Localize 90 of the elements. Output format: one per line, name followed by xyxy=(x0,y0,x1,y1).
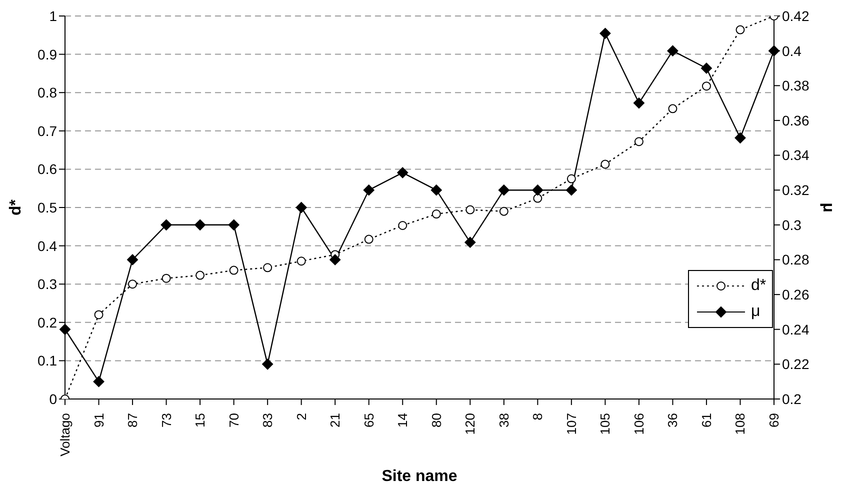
x-tick-label: Voltago xyxy=(58,413,72,456)
point xyxy=(702,82,711,91)
point xyxy=(364,234,374,244)
point xyxy=(262,358,274,370)
y-tick-label: 0.5 xyxy=(38,199,58,216)
y2-tick-label: 0.26 xyxy=(782,286,810,303)
point xyxy=(162,274,171,283)
point xyxy=(229,266,238,275)
y-tick-label: 0.8 xyxy=(38,84,58,101)
y-tick-label: 0.2 xyxy=(38,314,58,330)
x-tick-label: 2 xyxy=(294,413,309,420)
legend-label: μ xyxy=(751,303,760,321)
x-tick-label: 15 xyxy=(192,413,208,428)
x-tick-label: 8 xyxy=(530,413,546,420)
point xyxy=(466,205,475,214)
x-tick-label: 61 xyxy=(698,413,714,428)
point xyxy=(532,184,544,196)
x-tick-label: 120 xyxy=(462,413,478,435)
point xyxy=(94,310,104,320)
x-tick-label: 69 xyxy=(766,413,782,428)
point xyxy=(228,219,240,230)
point xyxy=(499,206,508,216)
legend-label: d* xyxy=(751,277,766,295)
y2-tick-label: 0.2 xyxy=(782,390,802,407)
point xyxy=(566,184,577,196)
point xyxy=(263,263,272,272)
point xyxy=(734,132,746,144)
y2-tick-label: 0.22 xyxy=(782,356,810,372)
x-tick-label: 21 xyxy=(328,413,343,428)
point xyxy=(160,219,172,230)
point xyxy=(600,28,611,39)
point xyxy=(363,184,374,196)
y-tick-label: 0.9 xyxy=(38,46,58,62)
y-tick-label: 0.1 xyxy=(38,352,58,369)
y-tick-label: 0.4 xyxy=(38,238,58,254)
y-tick-label: 0.6 xyxy=(38,161,58,178)
y2-tick-label: 0.36 xyxy=(782,112,810,128)
point xyxy=(634,137,644,146)
point xyxy=(700,62,712,74)
y-axis-title: d* xyxy=(8,198,25,216)
point xyxy=(533,194,542,203)
y2-tick-label: 0.34 xyxy=(782,147,810,164)
point xyxy=(296,256,306,266)
y2-tick-label: 0.4 xyxy=(782,42,802,59)
point xyxy=(397,167,408,178)
y2-axis-title: μ xyxy=(819,202,836,212)
point xyxy=(330,254,341,266)
y-tick-label: 0.3 xyxy=(38,276,58,292)
point xyxy=(600,160,610,169)
x-tick-label: 91 xyxy=(91,413,106,428)
point xyxy=(736,25,745,34)
x-tick-label: 107 xyxy=(564,413,579,435)
x-tick-label: 83 xyxy=(260,413,276,428)
point xyxy=(128,280,138,289)
y2-tick-label: 0.42 xyxy=(782,8,810,24)
point xyxy=(194,219,206,230)
x-tick-label: 105 xyxy=(598,413,613,435)
y2-tick-label: 0.24 xyxy=(782,321,810,338)
x-tick-label: 65 xyxy=(361,413,376,428)
point xyxy=(667,45,678,56)
point xyxy=(566,174,576,184)
point xyxy=(633,98,644,109)
x-tick-label: 70 xyxy=(226,413,242,428)
y2-tick-label: 0.28 xyxy=(782,252,810,268)
x-tick-label: 80 xyxy=(428,413,444,428)
x-tick-label: 108 xyxy=(732,413,748,435)
x-axis-title: Site name xyxy=(382,468,458,485)
point xyxy=(498,184,510,196)
y2-tick-label: 0.32 xyxy=(782,182,810,198)
x-tick-label: 36 xyxy=(665,413,680,428)
y2-tick-label: 0.38 xyxy=(782,78,810,94)
point xyxy=(464,236,476,248)
x-tick-label: 38 xyxy=(496,413,512,428)
y2-tick-label: 0.3 xyxy=(782,216,802,233)
y-tick-label: 0 xyxy=(49,390,58,407)
point xyxy=(127,254,138,266)
point xyxy=(93,376,104,388)
point xyxy=(398,221,408,230)
x-tick-label: 73 xyxy=(158,413,174,428)
point xyxy=(668,104,678,114)
y-tick-label: 1 xyxy=(49,8,58,24)
point xyxy=(296,202,307,213)
x-tick-label: 14 xyxy=(395,413,410,428)
point xyxy=(60,324,70,335)
x-tick-label: 106 xyxy=(631,413,646,435)
point xyxy=(196,270,205,280)
y-tick-label: 0.7 xyxy=(38,122,58,139)
point xyxy=(430,184,442,196)
x-tick-label: 87 xyxy=(125,413,140,428)
point xyxy=(432,210,441,219)
